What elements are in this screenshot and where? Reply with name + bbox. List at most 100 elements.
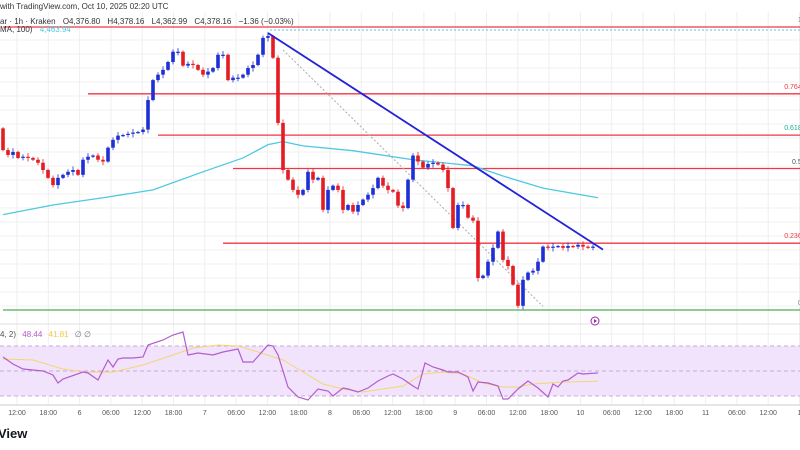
time-axis-label: 06:00	[602, 410, 621, 417]
candle	[451, 188, 455, 228]
candle	[511, 265, 515, 285]
time-axis-label: 12:00	[509, 410, 527, 417]
candle	[546, 246, 550, 248]
candle	[381, 177, 385, 186]
candle	[106, 147, 110, 162]
candle	[131, 132, 135, 134]
candle	[576, 244, 580, 247]
candle	[441, 164, 445, 171]
candle	[306, 171, 310, 190]
candle	[271, 36, 275, 58]
candle	[551, 246, 555, 248]
candle	[171, 51, 175, 62]
candle	[46, 170, 50, 178]
fib-level-label: 0.5 (	[791, 158, 800, 166]
candle	[406, 179, 410, 209]
candle	[41, 162, 45, 171]
close-value: C4,378.16	[194, 17, 232, 26]
candle	[61, 174, 65, 178]
candle	[86, 156, 90, 160]
candle	[116, 135, 120, 140]
rsi-legend[interactable]: 4, 2) 48.44 41.81 ∅ ∅	[0, 330, 91, 339]
candle	[296, 189, 300, 195]
candle	[146, 100, 150, 130]
sma-legend[interactable]: MA, 100) 4,463.94	[0, 25, 76, 34]
candle	[186, 63, 190, 66]
candle	[221, 54, 225, 56]
candle	[446, 170, 450, 189]
candle	[256, 54, 260, 66]
candle	[276, 57, 280, 123]
candle	[321, 177, 325, 210]
candle	[386, 185, 390, 190]
candle	[56, 177, 60, 186]
candle	[516, 284, 520, 306]
candle	[341, 189, 345, 210]
candle	[376, 177, 380, 189]
time-axis-label: 1	[797, 410, 800, 417]
fib-level-label: 0.764 (	[784, 83, 800, 91]
candle	[411, 155, 415, 180]
candle	[556, 246, 560, 248]
candle	[526, 272, 530, 280]
resistance-trendline	[267, 32, 604, 251]
candle	[91, 155, 95, 157]
rsi-extra: ∅ ∅	[74, 330, 91, 339]
candle	[496, 231, 500, 248]
candle	[251, 65, 255, 69]
candle	[501, 231, 505, 260]
publish-info: with TradingView.com, Oct 10, 2025 02:20…	[0, 2, 169, 11]
time-axis-label: 12:00	[634, 410, 652, 417]
candle	[326, 189, 330, 210]
candle	[466, 205, 470, 218]
candle	[6, 150, 10, 155]
time-axis-label: 18:00	[665, 410, 684, 417]
candle	[211, 68, 215, 72]
candle	[281, 122, 285, 171]
candle	[491, 247, 495, 262]
candle	[396, 191, 400, 206]
candle	[31, 157, 35, 160]
candle	[571, 246, 575, 248]
fib-level-label: 0 (	[797, 300, 800, 307]
candle	[541, 246, 545, 262]
candle	[1, 128, 5, 151]
candle	[36, 159, 40, 163]
candle	[581, 244, 585, 247]
time-axis-label: 18:00	[415, 410, 433, 417]
candle	[136, 131, 140, 134]
fib-level-label: 1 (	[797, 17, 800, 24]
candle	[141, 129, 145, 132]
fib-level-label: 0.618 (	[784, 125, 800, 133]
time-axis-label: 8	[328, 410, 332, 417]
candle	[126, 133, 130, 136]
change-value: −1.36 (−0.03%)	[238, 17, 294, 26]
signal-value: 41.81	[48, 330, 69, 339]
candle	[436, 162, 440, 165]
candle	[246, 68, 250, 75]
candle	[241, 74, 245, 78]
candle	[426, 163, 430, 168]
rsi-label: 4, 2)	[0, 330, 17, 339]
ohlc-legend: ar · 1h · Kraken O4,376.80 H4,378.16 L4,…	[0, 17, 299, 26]
candle	[566, 246, 570, 248]
candle	[21, 156, 25, 158]
candle	[311, 171, 315, 180]
candle	[51, 177, 55, 186]
play-icon	[594, 319, 597, 323]
candle	[506, 259, 510, 266]
time-axis-label: 06:00	[477, 410, 496, 417]
candle	[96, 155, 100, 160]
high-value: H4,378.16	[107, 17, 145, 26]
candle	[196, 65, 200, 70]
time-axis-label: 7	[202, 410, 207, 417]
candle	[71, 170, 75, 172]
symbol-info[interactable]: ar · 1h · Kraken	[0, 17, 56, 26]
time-axis-label: 06:00	[102, 410, 120, 417]
candle	[161, 69, 165, 75]
time-axis-label: 12:00	[258, 410, 277, 417]
candle	[76, 170, 80, 175]
candle	[216, 54, 220, 69]
candle	[101, 159, 105, 162]
